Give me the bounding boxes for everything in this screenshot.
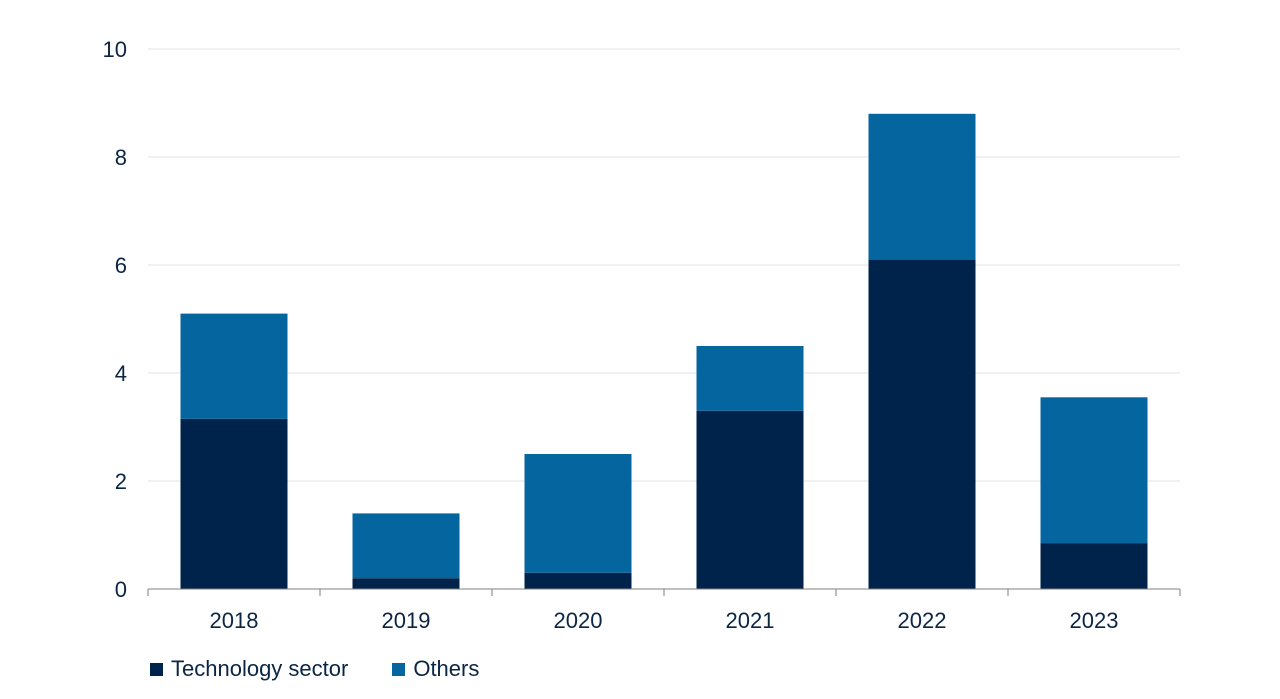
x-tick-label: 2019 (382, 608, 431, 633)
bar-others-2023 (1040, 397, 1148, 544)
legend-item-others: Others (392, 656, 479, 682)
y-tick-label: 2 (115, 469, 127, 494)
bar-technology-sector-2020 (524, 572, 632, 589)
y-tick-label: 6 (115, 253, 127, 278)
legend: Technology sector Others (150, 656, 523, 682)
x-tick-label: 2020 (554, 608, 603, 633)
y-tick-label: 8 (115, 145, 127, 170)
bar-others-2020 (524, 454, 632, 573)
y-tick-labels: 0 2 4 6 8 10 (103, 37, 127, 602)
x-axis (147, 588, 1181, 596)
bar-technology-sector-2021 (696, 410, 804, 589)
bar-others-2019 (352, 513, 460, 579)
gridlines (148, 48, 1180, 482)
bar-others-2018 (180, 313, 288, 419)
x-tick-label: 2022 (898, 608, 947, 633)
legend-item-technology-sector: Technology sector (150, 656, 348, 682)
bars (180, 113, 1148, 589)
x-tick-labels: 2018 2019 2020 2021 2022 2023 (210, 608, 1119, 633)
legend-label-technology-sector: Technology sector (171, 656, 349, 681)
y-tick-label: 10 (103, 37, 127, 62)
x-tick-label: 2018 (210, 608, 259, 633)
bar-others-2022 (868, 113, 976, 260)
legend-swatch-technology-sector (150, 662, 163, 676)
x-tick-label: 2021 (726, 608, 775, 633)
bar-technology-sector-2018 (180, 418, 288, 589)
bar-technology-sector-2022 (868, 259, 976, 589)
bar-technology-sector-2023 (1040, 543, 1148, 589)
legend-swatch-others (392, 662, 406, 676)
y-tick-label: 4 (115, 361, 127, 386)
y-tick-label: 0 (115, 577, 127, 602)
bar-others-2021 (696, 346, 804, 411)
legend-label-others: Others (413, 656, 480, 681)
x-tick-label: 2023 (1070, 608, 1119, 633)
bar-technology-sector-2019 (352, 578, 460, 589)
